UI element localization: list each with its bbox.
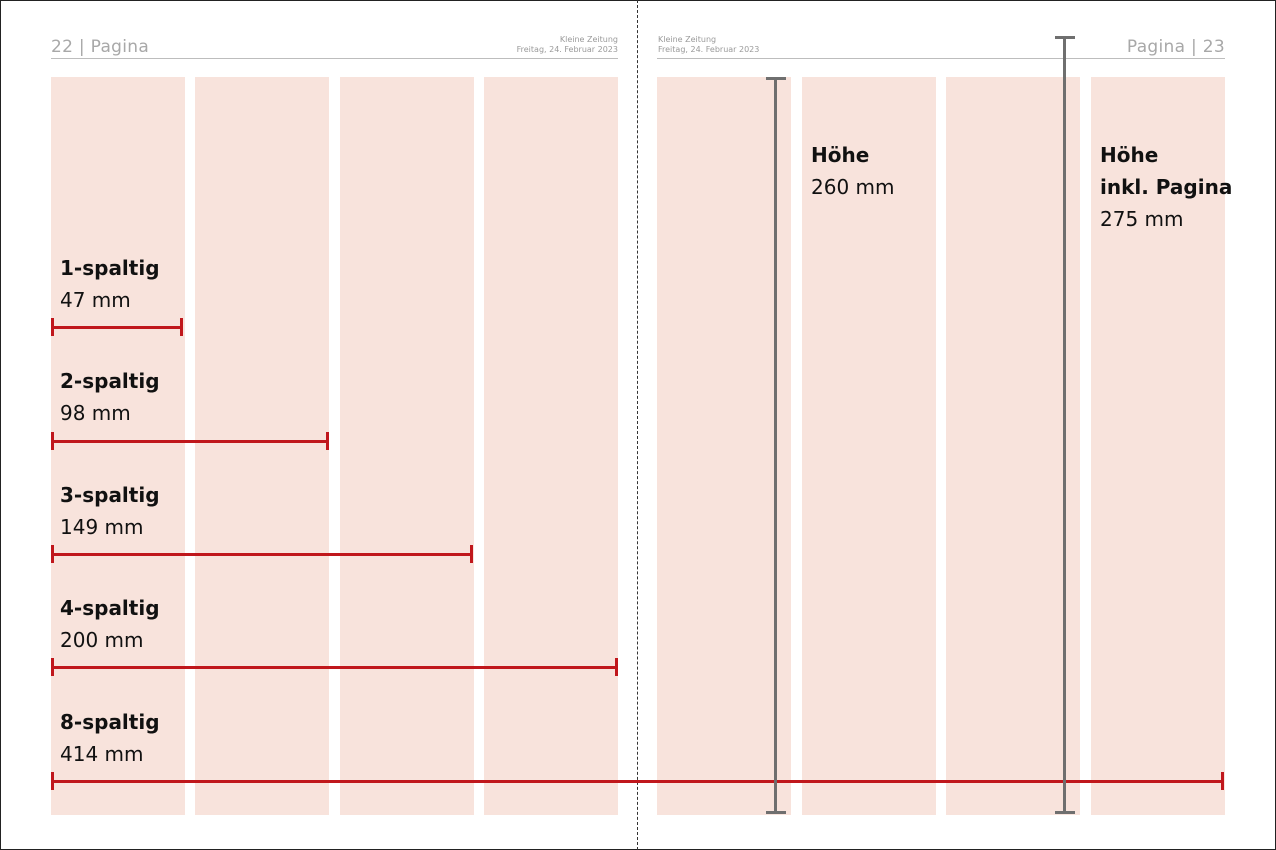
width-value-8: 414 mm (60, 742, 144, 766)
width-value-1: 47 mm (60, 288, 131, 312)
left-header-info: Kleine Zeitung Freitag, 24. Februar 2023 (517, 35, 618, 55)
width-value-3: 149 mm (60, 515, 144, 539)
height-marker-275 (1063, 37, 1066, 814)
height-label-275: Höhe inkl. Pagina 275 mm (1100, 139, 1232, 235)
left-paper-name: Kleine Zeitung (559, 35, 618, 44)
column-4 (484, 77, 618, 815)
column-6 (802, 77, 936, 815)
width-marker-4-end-cap (615, 658, 618, 676)
width-label-3: 3-spaltig 149 mm (60, 479, 160, 543)
width-marker-3-start-cap (51, 545, 54, 563)
width-label-1: 1-spaltig 47 mm (60, 252, 160, 316)
width-marker-3-end-cap (470, 545, 473, 563)
right-paper-name: Kleine Zeitung (658, 35, 717, 44)
column-3 (340, 77, 474, 815)
left-date: Freitag, 24. Februar 2023 (516, 45, 618, 54)
width-marker-2-end-cap (326, 432, 329, 450)
height-marker-260-bottom-cap (766, 811, 786, 814)
width-name-1: 1-spaltig (60, 256, 160, 280)
width-name-4: 4-spaltig (60, 596, 160, 620)
width-name-3: 3-spaltig (60, 483, 160, 507)
page-fold (637, 0, 638, 850)
width-marker-3 (51, 553, 473, 556)
column-2 (195, 77, 329, 815)
width-marker-1-start-cap (51, 318, 54, 336)
right-date: Freitag, 24. Februar 2023 (658, 45, 760, 54)
right-pagina: Pagina | 23 (1126, 37, 1225, 57)
height-value-275: 275 mm (1100, 207, 1184, 231)
column-8 (1091, 77, 1225, 815)
width-marker-2-start-cap (51, 432, 54, 450)
column-5 (657, 77, 791, 815)
width-marker-8-start-cap (51, 772, 54, 790)
height-marker-260 (774, 78, 777, 814)
height-marker-260-top-cap (766, 77, 786, 80)
width-label-4: 4-spaltig 200 mm (60, 592, 160, 656)
left-header-rule (51, 58, 618, 59)
height-name-260: Höhe (811, 143, 870, 167)
width-label-8: 8-spaltig 414 mm (60, 706, 160, 770)
right-header-rule (657, 58, 1225, 59)
width-value-2: 98 mm (60, 401, 131, 425)
width-name-8: 8-spaltig (60, 710, 160, 734)
height-label-260: Höhe 260 mm (811, 139, 895, 203)
width-marker-2 (51, 440, 329, 443)
width-marker-8-end-cap (1221, 772, 1224, 790)
height-value-260: 260 mm (811, 175, 895, 199)
width-marker-1-end-cap (180, 318, 183, 336)
width-marker-1 (51, 326, 183, 329)
left-pagina: 22 | Pagina (51, 37, 150, 57)
width-label-2: 2-spaltig 98 mm (60, 365, 160, 429)
column-1 (51, 77, 185, 815)
height-name-275: Höhe (1100, 143, 1159, 167)
height-marker-275-top-cap (1055, 36, 1075, 39)
height-name-275-line2: inkl. Pagina (1100, 175, 1233, 199)
width-value-4: 200 mm (60, 628, 144, 652)
width-name-2: 2-spaltig (60, 369, 160, 393)
column-7 (946, 77, 1080, 815)
right-header-info: Kleine Zeitung Freitag, 24. Februar 2023 (658, 35, 759, 55)
width-marker-4-start-cap (51, 658, 54, 676)
height-marker-275-bottom-cap (1055, 811, 1075, 814)
width-marker-8 (51, 780, 1224, 783)
width-marker-4 (51, 666, 618, 669)
